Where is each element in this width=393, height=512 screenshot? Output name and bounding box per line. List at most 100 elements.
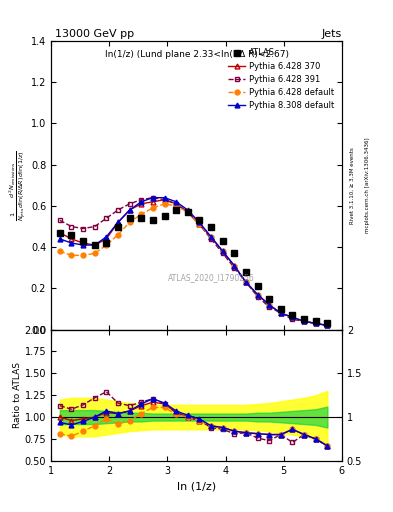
Pythia 6.428 370: [69, 236, 74, 242]
Pythia 6.428 370: [255, 291, 260, 297]
Pythia 8.308 default: [325, 323, 330, 329]
Pythia 6.428 default: [162, 201, 167, 207]
ATLAS: [255, 283, 260, 289]
Pythia 8.308 default: [162, 195, 167, 201]
Pythia 6.428 370: [139, 201, 143, 207]
ATLAS: [69, 232, 74, 238]
Pythia 6.428 391: [220, 250, 225, 257]
Pythia 6.428 370: [104, 236, 109, 242]
Text: 13000 GeV pp: 13000 GeV pp: [55, 29, 134, 39]
Pythia 6.428 391: [162, 197, 167, 203]
Pythia 6.428 370: [220, 248, 225, 254]
Pythia 6.428 370: [302, 318, 307, 325]
Pythia 6.428 default: [197, 221, 202, 227]
ATLAS: [151, 217, 155, 223]
ATLAS: [116, 223, 120, 229]
Line: Pythia 6.428 391: Pythia 6.428 391: [57, 195, 330, 328]
Pythia 6.428 391: [209, 236, 213, 242]
Pythia 6.428 default: [185, 209, 190, 215]
Pythia 6.428 391: [69, 223, 74, 229]
Pythia 6.428 370: [92, 242, 97, 248]
Pythia 6.428 391: [92, 223, 97, 229]
Pythia 8.308 default: [290, 314, 295, 321]
Pythia 6.428 391: [127, 201, 132, 207]
Pythia 6.428 391: [197, 221, 202, 227]
Pythia 6.428 370: [244, 279, 248, 285]
Pythia 6.428 default: [302, 318, 307, 325]
Pythia 8.308 default: [267, 302, 272, 308]
Text: mcplots.cern.ch [arXiv:1306.3436]: mcplots.cern.ch [arXiv:1306.3436]: [365, 137, 371, 233]
Pythia 6.428 default: [57, 248, 62, 254]
Pythia 6.428 default: [92, 250, 97, 257]
Pythia 6.428 391: [267, 304, 272, 310]
Pythia 6.428 370: [81, 240, 85, 246]
Line: Pythia 6.428 default: Pythia 6.428 default: [57, 201, 330, 328]
Pythia 6.428 default: [220, 248, 225, 254]
Pythia 8.308 default: [57, 236, 62, 242]
Pythia 6.428 default: [290, 314, 295, 321]
Pythia 8.308 default: [255, 291, 260, 297]
Pythia 6.428 default: [255, 291, 260, 297]
Pythia 6.428 370: [174, 201, 178, 207]
Pythia 6.428 370: [151, 199, 155, 205]
Pythia 6.428 default: [279, 310, 283, 316]
Pythia 6.428 370: [209, 234, 213, 240]
Text: ATLAS_2020_I1790256: ATLAS_2020_I1790256: [168, 273, 254, 282]
Pythia 8.308 default: [279, 310, 283, 316]
Pythia 8.308 default: [232, 263, 237, 269]
Pythia 6.428 391: [174, 201, 178, 207]
Pythia 8.308 default: [244, 279, 248, 285]
Line: Pythia 6.428 370: Pythia 6.428 370: [57, 197, 330, 328]
Text: ln(1/z) (Lund plane 2.33<ln(RΔ R)<2.67): ln(1/z) (Lund plane 2.33<ln(RΔ R)<2.67): [105, 50, 288, 58]
Pythia 6.428 370: [57, 229, 62, 236]
X-axis label: ln (1/z): ln (1/z): [177, 481, 216, 491]
Pythia 6.428 391: [185, 209, 190, 215]
Pythia 8.308 default: [81, 242, 85, 248]
Pythia 6.428 391: [244, 279, 248, 285]
ATLAS: [81, 238, 85, 244]
Y-axis label: Ratio to ATLAS: Ratio to ATLAS: [13, 362, 22, 428]
Pythia 6.428 391: [302, 318, 307, 325]
Pythia 6.428 391: [232, 265, 237, 271]
Pythia 6.428 391: [139, 197, 143, 203]
Pythia 6.428 370: [162, 197, 167, 203]
Pythia 8.308 default: [174, 199, 178, 205]
Pythia 6.428 370: [185, 209, 190, 215]
ATLAS: [104, 240, 109, 246]
Pythia 8.308 default: [92, 242, 97, 248]
Pythia 6.428 391: [116, 207, 120, 213]
Pythia 8.308 default: [151, 195, 155, 201]
ATLAS: [313, 318, 318, 325]
ATLAS: [302, 316, 307, 323]
ATLAS: [127, 215, 132, 221]
ATLAS: [57, 229, 62, 236]
ATLAS: [174, 207, 178, 213]
Pythia 8.308 default: [209, 234, 213, 240]
Pythia 6.428 370: [127, 207, 132, 213]
Pythia 8.308 default: [69, 240, 74, 246]
Pythia 6.428 391: [313, 321, 318, 327]
Pythia 6.428 default: [69, 252, 74, 259]
Pythia 6.428 370: [267, 302, 272, 308]
ATLAS: [279, 306, 283, 312]
Pythia 6.428 370: [232, 263, 237, 269]
Pythia 6.428 370: [279, 310, 283, 316]
Pythia 6.428 default: [116, 232, 120, 238]
Pythia 6.428 default: [325, 323, 330, 329]
Pythia 6.428 391: [290, 316, 295, 323]
Pythia 8.308 default: [313, 321, 318, 327]
ATLAS: [267, 295, 272, 302]
Text: Jets: Jets: [321, 29, 342, 39]
Pythia 6.428 370: [197, 221, 202, 227]
ATLAS: [220, 238, 225, 244]
Pythia 8.308 default: [185, 207, 190, 213]
Legend: ATLAS, Pythia 6.428 370, Pythia 6.428 391, Pythia 6.428 default, Pythia 8.308 de: ATLAS, Pythia 6.428 370, Pythia 6.428 39…: [225, 45, 338, 114]
ATLAS: [92, 242, 97, 248]
Pythia 8.308 default: [104, 234, 109, 240]
Pythia 6.428 370: [116, 219, 120, 225]
Pythia 6.428 391: [279, 310, 283, 316]
Text: Rivet 3.1.10, ≥ 3.3M events: Rivet 3.1.10, ≥ 3.3M events: [350, 147, 355, 224]
Line: Pythia 8.308 default: Pythia 8.308 default: [57, 195, 330, 328]
Pythia 6.428 default: [139, 211, 143, 217]
Pythia 6.428 default: [104, 242, 109, 248]
